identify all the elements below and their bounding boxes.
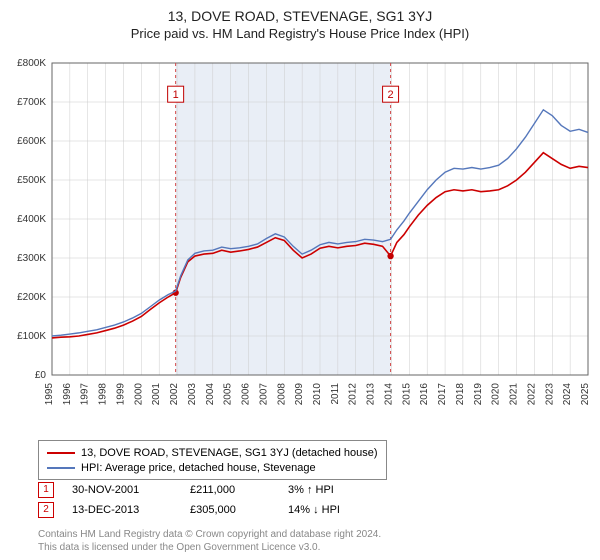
title-block: 13, DOVE ROAD, STEVENAGE, SG1 3YJ Price … bbox=[0, 0, 600, 43]
svg-text:2013: 2013 bbox=[366, 383, 377, 406]
svg-text:2010: 2010 bbox=[312, 383, 323, 406]
svg-text:2017: 2017 bbox=[437, 383, 448, 406]
svg-text:1998: 1998 bbox=[98, 383, 109, 406]
svg-text:£500K: £500K bbox=[17, 175, 46, 186]
svg-text:2000: 2000 bbox=[133, 383, 144, 406]
legend-label: HPI: Average price, detached house, Stev… bbox=[81, 462, 316, 474]
svg-text:£700K: £700K bbox=[17, 97, 46, 108]
svg-text:1996: 1996 bbox=[62, 383, 73, 406]
svg-text:£400K: £400K bbox=[17, 214, 46, 225]
title-address: 13, DOVE ROAD, STEVENAGE, SG1 3YJ bbox=[0, 8, 600, 24]
legend-swatch bbox=[47, 452, 75, 454]
title-subtitle: Price paid vs. HM Land Registry's House … bbox=[0, 26, 600, 41]
svg-text:£100K: £100K bbox=[17, 331, 46, 342]
footer-copyright: Contains HM Land Registry data © Crown c… bbox=[38, 528, 381, 541]
svg-text:1: 1 bbox=[173, 89, 179, 101]
marker-table: 1 30-NOV-2001 £211,000 3% ↑ HPI 2 13-DEC… bbox=[38, 480, 340, 520]
svg-text:2015: 2015 bbox=[401, 383, 412, 406]
marker-delta: 3% ↑ HPI bbox=[288, 484, 334, 496]
price-chart: £0 £100K £200K £300K £400K £500K £600K £700K £80… bbox=[0, 55, 600, 435]
svg-text:2025: 2025 bbox=[580, 383, 591, 406]
svg-text:2002: 2002 bbox=[169, 383, 180, 406]
svg-text:£0: £0 bbox=[35, 370, 47, 381]
svg-text:2022: 2022 bbox=[526, 383, 537, 406]
svg-text:2023: 2023 bbox=[544, 383, 555, 406]
svg-text:2005: 2005 bbox=[223, 383, 234, 406]
legend: 13, DOVE ROAD, STEVENAGE, SG1 3YJ (detac… bbox=[38, 440, 387, 480]
svg-text:2004: 2004 bbox=[205, 383, 216, 406]
svg-text:2: 2 bbox=[388, 89, 394, 101]
svg-text:£300K: £300K bbox=[17, 253, 46, 264]
svg-text:2007: 2007 bbox=[258, 383, 269, 406]
svg-text:2024: 2024 bbox=[562, 383, 573, 406]
svg-text:2009: 2009 bbox=[294, 383, 305, 406]
svg-text:2016: 2016 bbox=[419, 383, 430, 406]
svg-text:£800K: £800K bbox=[17, 58, 46, 69]
legend-row: HPI: Average price, detached house, Stev… bbox=[47, 460, 378, 475]
marker-row: 2 13-DEC-2013 £305,000 14% ↓ HPI bbox=[38, 500, 340, 520]
marker-row: 1 30-NOV-2001 £211,000 3% ↑ HPI bbox=[38, 480, 340, 500]
marker-badge: 2 bbox=[38, 502, 54, 518]
marker-delta: 14% ↓ HPI bbox=[288, 504, 340, 516]
marker-price: £305,000 bbox=[190, 504, 270, 516]
footer-licence: This data is licensed under the Open Gov… bbox=[38, 541, 381, 554]
svg-text:2014: 2014 bbox=[383, 383, 394, 406]
marker-badge: 1 bbox=[38, 482, 54, 498]
svg-text:1999: 1999 bbox=[115, 383, 126, 406]
svg-text:2003: 2003 bbox=[187, 383, 198, 406]
marker-price: £211,000 bbox=[190, 484, 270, 496]
svg-text:1997: 1997 bbox=[80, 383, 91, 406]
legend-label: 13, DOVE ROAD, STEVENAGE, SG1 3YJ (detac… bbox=[81, 447, 378, 459]
svg-text:2001: 2001 bbox=[151, 383, 162, 406]
svg-text:2021: 2021 bbox=[509, 383, 520, 406]
svg-text:2018: 2018 bbox=[455, 383, 466, 406]
legend-swatch bbox=[47, 467, 75, 469]
footer: Contains HM Land Registry data © Crown c… bbox=[38, 528, 381, 554]
svg-text:2006: 2006 bbox=[241, 383, 252, 406]
svg-text:2012: 2012 bbox=[348, 383, 359, 406]
marker-date: 13-DEC-2013 bbox=[72, 504, 172, 516]
svg-text:2008: 2008 bbox=[276, 383, 287, 406]
legend-row: 13, DOVE ROAD, STEVENAGE, SG1 3YJ (detac… bbox=[47, 445, 378, 460]
svg-text:£200K: £200K bbox=[17, 292, 46, 303]
svg-text:£600K: £600K bbox=[17, 136, 46, 147]
svg-text:2019: 2019 bbox=[473, 383, 484, 406]
svg-text:2020: 2020 bbox=[491, 383, 502, 406]
svg-text:2011: 2011 bbox=[330, 383, 341, 405]
marker-date: 30-NOV-2001 bbox=[72, 484, 172, 496]
svg-text:1995: 1995 bbox=[44, 383, 55, 406]
